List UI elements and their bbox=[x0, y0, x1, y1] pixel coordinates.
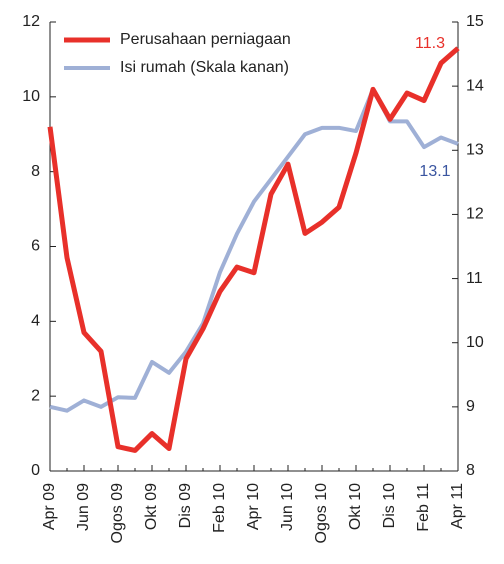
y2-tick-label: 11 bbox=[466, 270, 483, 287]
y2-tick-label: 9 bbox=[466, 398, 475, 415]
x-tick-label: Ogos 10 bbox=[313, 483, 330, 544]
y-tick-label: 12 bbox=[22, 13, 40, 30]
y2-tick-label: 14 bbox=[466, 77, 484, 94]
x-tick-label: Feb 11 bbox=[415, 483, 432, 532]
x-tick-label: Apr 10 bbox=[245, 483, 262, 530]
annotation: 11.3 bbox=[415, 35, 445, 52]
x-tick-label: Apr 11 bbox=[449, 483, 466, 529]
x-tick-label: Okt 09 bbox=[143, 483, 160, 530]
x-tick-label: Dis 10 bbox=[381, 483, 398, 528]
y-tick-label: 6 bbox=[31, 238, 40, 255]
y2-tick-label: 8 bbox=[466, 462, 475, 479]
y2-tick-label: 13 bbox=[466, 142, 484, 159]
line-series bbox=[47, 46, 460, 453]
x-tick-label: Jun 09 bbox=[75, 483, 92, 531]
y-tick-label: 2 bbox=[31, 387, 40, 404]
x-tick-label: Ogos 09 bbox=[109, 483, 126, 544]
y-tick-label: 10 bbox=[22, 88, 40, 105]
x-tick-label: Apr 09 bbox=[41, 483, 58, 530]
x-tick-label: Jun 10 bbox=[279, 483, 296, 531]
line-series bbox=[49, 87, 459, 413]
y2-tick-label: 10 bbox=[466, 334, 484, 351]
y-tick-label: 8 bbox=[31, 163, 40, 180]
legend-label: Perusahaan perniagaan bbox=[120, 31, 291, 48]
x-tick-label: Feb 10 bbox=[211, 483, 228, 533]
annotation: 13.1 bbox=[419, 163, 450, 180]
x-tick-label: Okt 10 bbox=[347, 483, 364, 530]
x-tick-label: Dis 09 bbox=[177, 483, 194, 528]
legend-label: Isi rumah (Skala kanan) bbox=[120, 59, 289, 76]
y2-tick-label: 12 bbox=[466, 206, 484, 223]
y-tick-label: 4 bbox=[31, 313, 40, 330]
y2-tick-label: 15 bbox=[466, 13, 484, 30]
y-tick-label: 0 bbox=[31, 462, 40, 479]
